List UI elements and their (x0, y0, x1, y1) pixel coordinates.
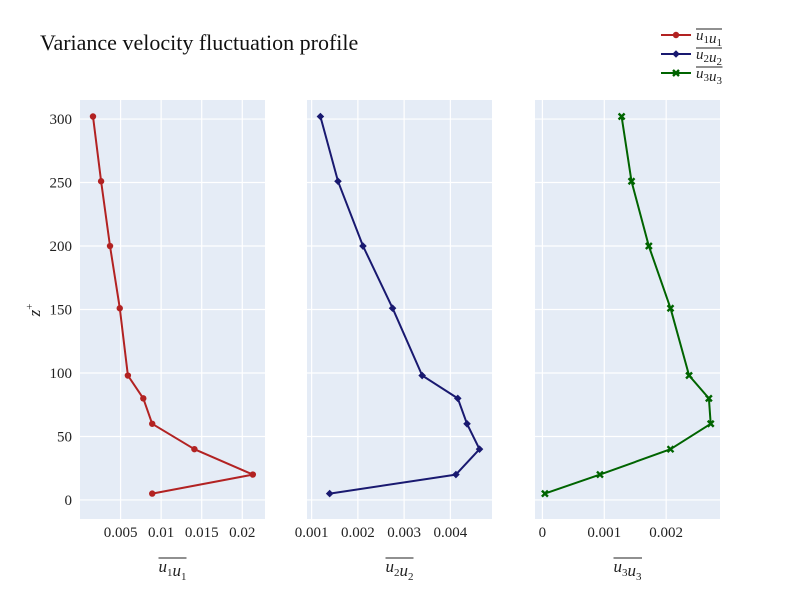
data-point (644, 242, 653, 250)
x-axis-label-u3u3-base-0: u (614, 557, 623, 576)
legend-marker (672, 50, 680, 58)
data-point (191, 445, 198, 453)
legend-label: u2u2 (696, 47, 722, 68)
x-tick-label: 0.005 (104, 525, 138, 541)
data-point (541, 489, 549, 498)
legend-label: u3u3 (696, 66, 723, 87)
y-axis-label: z+ (24, 304, 44, 318)
series-line-u2u2 (319, 116, 481, 495)
y-tick-label: 200 (50, 239, 73, 255)
y-tick-label: 300 (50, 112, 73, 128)
x-axis-label-u2u2-base-0: u (386, 557, 395, 576)
data-point (325, 489, 334, 498)
x-axis-label-u1u1-base-1: u (173, 561, 182, 580)
data-point (463, 419, 471, 428)
y-axis: 0 50 100 150 200 250 300 z+ (24, 112, 72, 509)
data-point (706, 419, 715, 428)
data-point (124, 372, 132, 379)
x-axis-label-u1u1-subscript-0: 1 (167, 567, 173, 579)
data-point (418, 371, 426, 380)
legend-label-base: u (696, 28, 704, 44)
x-axis-label-u2u2: u2u2 (386, 557, 414, 583)
series-line-u3u3 (544, 116, 712, 495)
x-axis-label-u2u2-subscript-0: 2 (394, 567, 400, 579)
chart-title: Variance velocity fluctuation profile (40, 30, 358, 55)
data-point (89, 113, 97, 120)
x-axis-label-u1u1: u1u1 (159, 557, 187, 583)
x-axis-label-u2u2-base-1: u (400, 561, 409, 580)
x-tick-label: 0.002 (649, 525, 683, 541)
data-point (452, 470, 460, 479)
data-point (106, 242, 114, 250)
legend-label-subscript: 3 (704, 72, 710, 84)
data-point (249, 471, 257, 478)
y-axis-label-base: z (25, 309, 44, 317)
data-point (149, 490, 156, 497)
x-axis-label-u3u3-base-1: u (628, 561, 637, 580)
data-point (388, 304, 397, 313)
legend-entry: u3u3 (661, 66, 723, 87)
x-axis-label-u3u3: u3u3 (614, 557, 643, 583)
x-tick-label: 0.02 (229, 525, 255, 541)
data-point (666, 304, 675, 313)
x-axis-label-u1u1-base-0: u (159, 557, 168, 576)
legend-label-base: u (696, 66, 704, 82)
x-tick-label: 0.001 (587, 525, 621, 541)
data-point (617, 112, 626, 121)
legend-label-base: u (709, 50, 717, 66)
x-tick-label: 0.001 (295, 525, 329, 541)
y-tick-label: 150 (50, 303, 73, 319)
series-line-u1u1 (92, 116, 254, 495)
x-tick-label: 0.002 (341, 525, 375, 541)
data-point (596, 470, 604, 479)
x-tick-label: 0.003 (387, 525, 421, 541)
data-point (666, 445, 675, 454)
data-point (140, 395, 147, 402)
data-point (453, 394, 462, 403)
legend-label-subscript: 1 (704, 34, 710, 46)
y-tick-label: 250 (50, 176, 73, 192)
data-point (334, 177, 342, 186)
legend-label-base: u (696, 47, 704, 63)
data-point (97, 178, 105, 185)
y-tick-label: 0 (65, 493, 73, 509)
data-point (359, 242, 367, 250)
y-axis-label-superscript: + (24, 304, 36, 310)
legend-entry: u2u2 (661, 47, 722, 68)
x-axis-label-u1u1-subscript-1: 1 (181, 571, 187, 583)
data-point (116, 305, 123, 312)
data-point (705, 394, 713, 403)
legend-label-subscript: 2 (704, 53, 710, 65)
legend-label: u1u1 (696, 28, 722, 49)
data-point (685, 371, 693, 380)
data-point (627, 177, 636, 186)
data-point (149, 420, 156, 427)
legend-label-subscript: 1 (717, 37, 723, 49)
data-point (316, 112, 325, 121)
legend-marker (672, 31, 680, 39)
legend-label-base: u (709, 69, 717, 85)
x-tick-label: 0.01 (148, 525, 174, 541)
data-point (475, 445, 484, 453)
legend-entry: u1u1 (661, 28, 722, 49)
x-axis-label-u3u3-subscript-1: 3 (636, 571, 642, 583)
x-tick-label: 0 (539, 525, 547, 541)
legend-marker (672, 69, 680, 77)
legend-label-subscript: 2 (717, 56, 723, 68)
legend-label-base: u (709, 31, 717, 47)
x-tick-label: 0.004 (434, 525, 468, 541)
y-tick-label: 50 (57, 429, 72, 445)
x-axis-label-u3u3-subscript-0: 3 (622, 567, 628, 579)
y-tick-label: 100 (50, 366, 73, 382)
legend-label-subscript: 3 (717, 75, 723, 87)
x-axis-label-u2u2-subscript-1: 2 (408, 571, 414, 583)
x-tick-label: 0.015 (185, 525, 219, 541)
